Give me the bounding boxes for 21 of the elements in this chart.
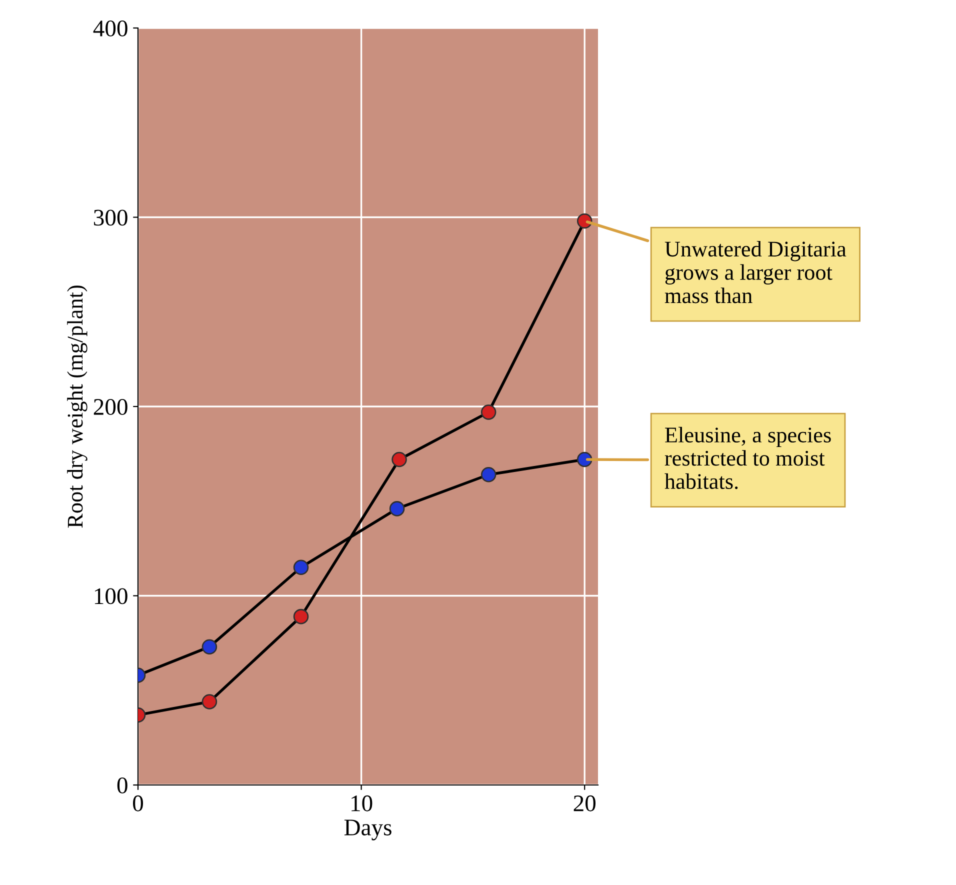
- y-tick-label: 0: [117, 777, 128, 794]
- point: [293, 560, 309, 575]
- point: [392, 452, 407, 468]
- x-tick-label: 20: [574, 795, 596, 812]
- y-axis-title: Root dry weight (mg/plant): [67, 286, 88, 528]
- point: [480, 404, 496, 420]
- point: [576, 213, 592, 229]
- x-axis-title: Days: [344, 820, 392, 840]
- point: [480, 466, 496, 482]
- annotation: Unwatered Digitaria grows a larger root mass than: [664, 240, 846, 304]
- annotation: Eleusine, a species restricted to moist habitats.: [664, 426, 831, 490]
- point: [202, 694, 218, 710]
- y-tick-label: 300: [94, 210, 128, 226]
- x-tick-label: 10: [352, 795, 372, 812]
- x-tick-label: 0: [132, 795, 144, 812]
- point: [202, 639, 218, 654]
- point: [293, 608, 309, 624]
- y-tick-label: 100: [94, 588, 128, 604]
- point: [389, 501, 405, 516]
- y-tick-label: 200: [94, 398, 128, 415]
- y-tick-label: 400: [93, 20, 128, 36]
